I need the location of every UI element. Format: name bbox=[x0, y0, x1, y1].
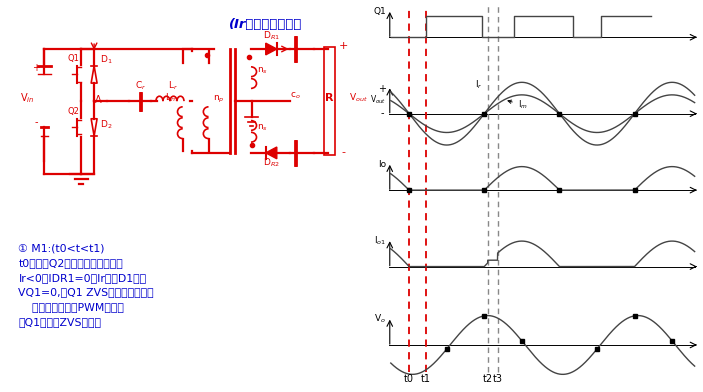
Text: -: - bbox=[341, 147, 345, 157]
Text: c$_o$: c$_o$ bbox=[290, 90, 301, 100]
Text: +: + bbox=[339, 41, 348, 51]
Text: D$_1$: D$_1$ bbox=[100, 54, 112, 66]
Text: V$_{out}$: V$_{out}$ bbox=[370, 94, 387, 106]
Text: (Ir从左向右为正）: (Ir从左向右为正） bbox=[229, 18, 302, 31]
Polygon shape bbox=[266, 43, 277, 55]
Text: A: A bbox=[95, 95, 101, 105]
Text: n$_s$: n$_s$ bbox=[257, 123, 267, 133]
Text: -: - bbox=[34, 118, 38, 127]
Text: R: R bbox=[325, 93, 334, 103]
Text: Q2: Q2 bbox=[67, 107, 79, 116]
Text: V$_{out}$: V$_{out}$ bbox=[349, 92, 368, 104]
Text: t3: t3 bbox=[493, 374, 503, 385]
Polygon shape bbox=[266, 147, 277, 159]
Text: D$_{R2}$: D$_{R2}$ bbox=[263, 156, 280, 169]
FancyBboxPatch shape bbox=[323, 47, 335, 155]
Text: Q1: Q1 bbox=[67, 54, 79, 63]
Text: n$_s$: n$_s$ bbox=[257, 65, 267, 76]
Text: -: - bbox=[381, 108, 384, 118]
Text: D$_{R1}$: D$_{R1}$ bbox=[263, 29, 280, 42]
Text: V$_{in}$: V$_{in}$ bbox=[20, 91, 35, 105]
Text: L$_m$: L$_m$ bbox=[165, 92, 178, 104]
Text: D$_2$: D$_2$ bbox=[100, 118, 112, 131]
Text: t1: t1 bbox=[421, 374, 431, 385]
Text: +: + bbox=[32, 63, 40, 73]
Text: L$_r$: L$_r$ bbox=[169, 80, 179, 92]
Text: n$_p$: n$_p$ bbox=[213, 94, 224, 105]
Text: I$_r$: I$_r$ bbox=[475, 78, 483, 91]
Text: V$_o$: V$_o$ bbox=[374, 313, 386, 325]
Text: C$_r$: C$_r$ bbox=[134, 80, 146, 92]
Text: ① M1:(t0<t<t1)
t0时刻，Q2恰好关断，谐振电流
Ir<0，IDR1=0。Ir流经D1，使
VQ1=0,为Q1 ZVS开通创造条件。
    在这: ① M1:(t0<t<t1) t0时刻，Q2恰好关断，谐振电流 Ir<0，IDR… bbox=[18, 243, 154, 327]
Text: Q1: Q1 bbox=[373, 7, 386, 16]
Text: t0: t0 bbox=[404, 374, 414, 385]
Text: I$_m$: I$_m$ bbox=[508, 99, 527, 111]
Text: Io: Io bbox=[378, 160, 386, 169]
Text: I$_{o1}$: I$_{o1}$ bbox=[374, 234, 386, 247]
Text: t2: t2 bbox=[482, 374, 493, 385]
Text: +: + bbox=[378, 84, 387, 94]
